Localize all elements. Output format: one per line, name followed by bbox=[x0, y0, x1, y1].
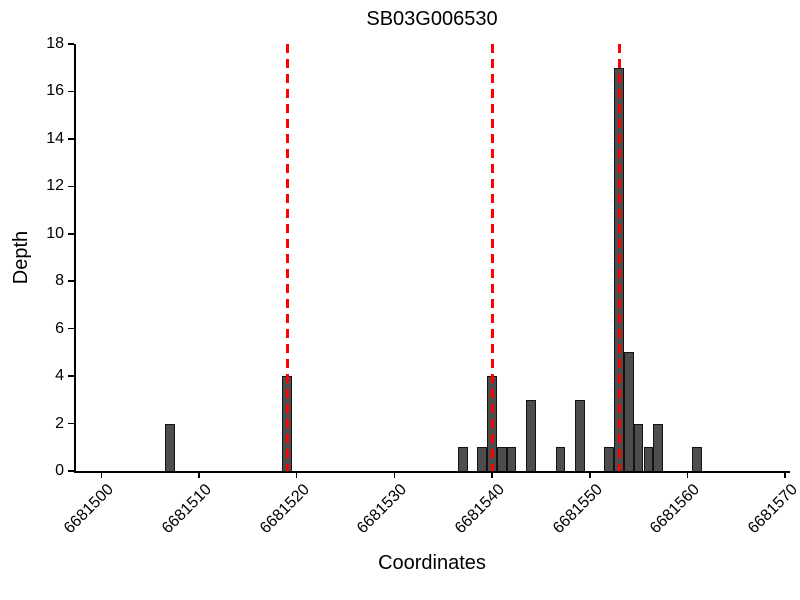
chart-title: SB03G006530 bbox=[366, 8, 498, 30]
y-tick-label: 8 bbox=[55, 272, 64, 290]
red-dashed-vline bbox=[490, 44, 494, 471]
depth-bar bbox=[526, 399, 537, 471]
depth-bar bbox=[624, 352, 634, 471]
y-axis-tick bbox=[68, 375, 74, 377]
depth-bar bbox=[575, 399, 585, 471]
depth-bar bbox=[643, 447, 654, 471]
y-tick-label: 4 bbox=[55, 367, 64, 385]
red-dashed-vline bbox=[285, 44, 289, 471]
x-axis-tick bbox=[491, 471, 493, 478]
x-axis-label: Coordinates bbox=[378, 552, 486, 574]
y-axis-tick bbox=[68, 43, 74, 45]
depth-bar bbox=[653, 423, 664, 471]
depth-bar bbox=[692, 447, 703, 471]
y-tick-label: 10 bbox=[46, 224, 64, 242]
y-tick-label: 0 bbox=[55, 462, 64, 479]
y-axis-tick bbox=[68, 138, 74, 140]
depth-bar bbox=[497, 447, 507, 471]
y-axis-tick bbox=[68, 327, 74, 330]
y-tick-label: 2 bbox=[55, 414, 64, 432]
x-axis-tick bbox=[686, 471, 689, 478]
y-axis-tick bbox=[68, 90, 74, 93]
depth-bar bbox=[604, 447, 615, 471]
depth-bar bbox=[633, 423, 644, 471]
depth-bar bbox=[506, 447, 517, 471]
y-tick-label: 6 bbox=[55, 319, 64, 337]
y-tick-label: 12 bbox=[46, 177, 64, 195]
x-axis-tick bbox=[393, 471, 396, 478]
x-axis-tick bbox=[198, 471, 200, 478]
depth-bar bbox=[457, 447, 468, 471]
x-axis-tick bbox=[784, 471, 786, 478]
depth-bar bbox=[555, 447, 566, 471]
depth-bar bbox=[477, 447, 488, 471]
x-axis-tick bbox=[295, 471, 298, 478]
y-axis-tick bbox=[68, 233, 74, 235]
x-axis-tick bbox=[100, 471, 103, 478]
y-axis-tick bbox=[68, 422, 74, 425]
plot-area: 6681500 6681510 6681520 6681530 6681540 66815… bbox=[46, 35, 800, 537]
red-dashed-vline bbox=[617, 44, 621, 471]
y-tick-label: 14 bbox=[46, 129, 64, 147]
y-axis-tick bbox=[68, 280, 74, 282]
y-tick-label: 18 bbox=[46, 35, 64, 52]
y-axis-tick bbox=[68, 185, 74, 188]
y-tick-label: 16 bbox=[46, 82, 64, 100]
x-axis-tick bbox=[589, 471, 591, 478]
y-axis-tick bbox=[68, 470, 74, 472]
y-axis-label: Depth bbox=[0, 44, 44, 471]
depth-bar bbox=[164, 423, 175, 471]
